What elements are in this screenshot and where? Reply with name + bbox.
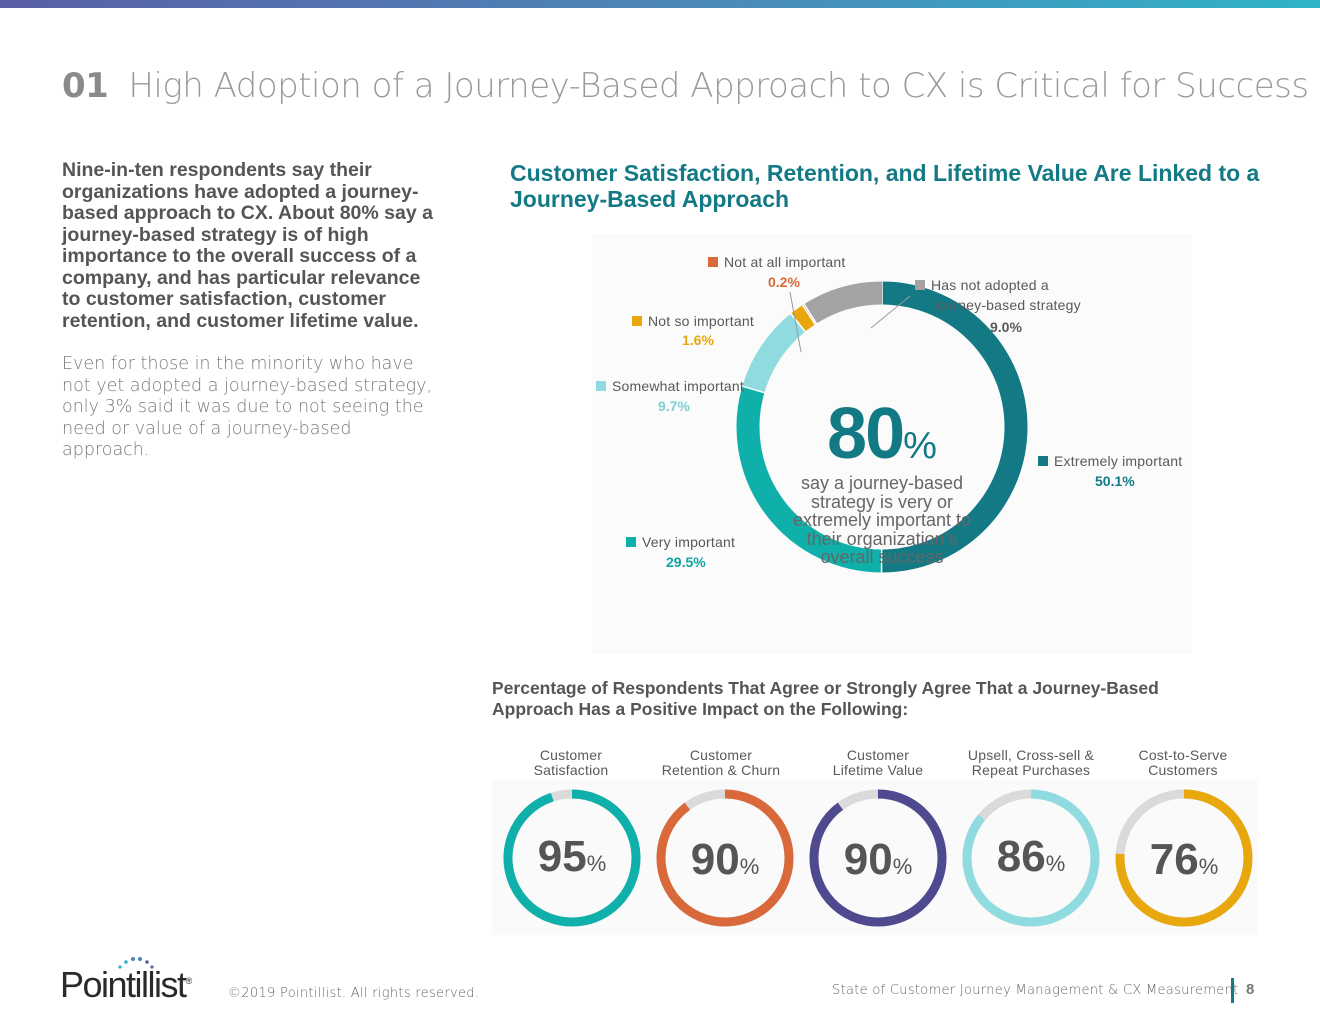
legend-not-adopted: Has not adopted a xyxy=(915,277,1049,293)
ring-label: Cost-to-Serve Customers xyxy=(1138,747,1228,778)
donut-slice-separator xyxy=(789,312,807,333)
value-not-adopted: 9.0% xyxy=(990,319,1022,335)
ring-label: Customer Retention & Churn xyxy=(661,747,781,778)
legend-swatch xyxy=(708,257,718,267)
main-donut-panel xyxy=(592,234,1192,654)
donut-slice-separator xyxy=(801,303,817,326)
ring-gauge-svg xyxy=(1115,789,1253,927)
donut-slice-separator xyxy=(802,302,818,325)
leader-line-not-adopted xyxy=(870,295,911,329)
legend-not-at-all: Not at all important xyxy=(708,254,846,270)
legend-swatch xyxy=(626,537,636,547)
legend-swatch xyxy=(1038,456,1048,466)
ring-panel-background xyxy=(492,780,1258,935)
legend-swatch xyxy=(596,381,606,391)
report-title: State of Customer Journey Management & C… xyxy=(832,983,1239,998)
ring-label: Customer Satisfaction xyxy=(533,747,609,778)
legend-not-so: Not so important xyxy=(632,313,754,329)
value-somewhat: 9.7% xyxy=(658,398,690,414)
ring-value: 86% xyxy=(996,832,1066,881)
ring-arc-customer-lifetime-value xyxy=(809,789,947,927)
center-caption: say a journey-based strategy is very or … xyxy=(792,473,972,567)
ring-gauge-svg xyxy=(503,789,641,927)
center-percent: 80% xyxy=(782,394,982,486)
page-title-text: High Adoption of a Journey-Based Approac… xyxy=(128,66,1309,106)
donut-slice-very-important xyxy=(736,386,882,573)
section-number: 01 xyxy=(62,66,109,106)
ring-value: 76% xyxy=(1149,835,1219,884)
legend-extremely: Extremely important xyxy=(1038,453,1182,469)
logo-dots-icon xyxy=(118,957,154,969)
main-chart-title: Customer Satisfaction, Retention, and Li… xyxy=(510,160,1260,212)
donut-slice-separator xyxy=(741,385,766,394)
logo-wordmark: Pointillist® xyxy=(60,964,192,1005)
pointillist-logo: Pointillist® xyxy=(60,956,210,1006)
ring-arc-customer-retention-churn xyxy=(656,789,794,927)
ring-value: 95% xyxy=(537,832,607,881)
center-percent-symbol: % xyxy=(903,425,937,467)
ring-label: Upsell, Cross-sell & Repeat Purchases xyxy=(967,747,1095,778)
main-donut-chart xyxy=(736,280,1028,574)
value-very: 29.5% xyxy=(666,554,706,570)
donut-slice-extremely-important xyxy=(881,281,1028,573)
ring-value: 90% xyxy=(843,835,913,884)
footer-divider xyxy=(1231,978,1234,1003)
donut-slice-has-not-adopted-a-journey-based-strategy xyxy=(804,281,883,324)
value-not-at-all: 0.2% xyxy=(768,274,800,290)
copyright: ©2019 Pointillist. All rights reserved. xyxy=(228,986,480,1001)
page-title: 01 High Adoption of a Journey-Based Appro… xyxy=(62,66,1309,106)
center-percent-value: 80 xyxy=(827,394,905,474)
legend-swatch xyxy=(915,280,925,290)
intro-lead-paragraph: Nine-in-ten respondents say their organi… xyxy=(62,159,433,332)
legend-swatch xyxy=(632,316,642,326)
intro-body-paragraph: Even for those in the minority who have … xyxy=(62,354,433,460)
donut-slice-somewhat-important xyxy=(742,313,806,393)
ring-chart-title: Percentage of Respondents That Agree or … xyxy=(492,678,1159,719)
ring-gauge-svg xyxy=(962,789,1100,927)
legend-somewhat: Somewhat important xyxy=(596,378,744,394)
ring-label: Customer Lifetime Value xyxy=(832,747,924,778)
ring-gauge-svg xyxy=(656,789,794,927)
leader-line-not-at-all xyxy=(789,291,802,353)
ring-gauge-svg xyxy=(809,789,947,927)
page-number: 8 xyxy=(1246,981,1255,998)
top-accent-bar xyxy=(0,0,1320,8)
value-extremely: 50.1% xyxy=(1095,473,1135,489)
legend-very: Very important xyxy=(626,534,735,550)
ring-arc-cost-to-serve-customers xyxy=(1115,789,1253,927)
legend-not-adopted-line2: journey-based strategy xyxy=(934,297,1081,313)
ring-arc-customer-satisfaction xyxy=(503,789,641,927)
ring-value: 90% xyxy=(690,835,760,884)
ring-arc-upsell-cross-sell-repeat-purchases xyxy=(962,789,1100,927)
value-not-so: 1.6% xyxy=(682,332,714,348)
